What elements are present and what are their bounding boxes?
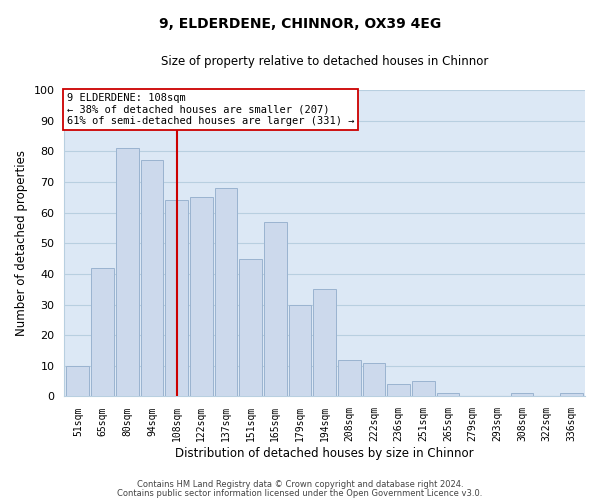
Bar [190,198,212,396]
Text: 9, ELDERDENE, CHINNOR, OX39 4EG: 9, ELDERDENE, CHINNOR, OX39 4EG [159,18,441,32]
Bar [388,384,410,396]
Bar [289,304,311,396]
Bar [313,289,336,397]
Text: Contains public sector information licensed under the Open Government Licence v3: Contains public sector information licen… [118,488,482,498]
Bar [264,222,287,396]
Text: Contains HM Land Registry data © Crown copyright and database right 2024.: Contains HM Land Registry data © Crown c… [137,480,463,489]
Bar [437,394,460,396]
Bar [116,148,139,396]
Bar [560,394,583,396]
Bar [140,160,163,396]
Bar [511,394,533,396]
Y-axis label: Number of detached properties: Number of detached properties [15,150,28,336]
Bar [165,200,188,396]
Text: 9 ELDERDENE: 108sqm
← 38% of detached houses are smaller (207)
61% of semi-detac: 9 ELDERDENE: 108sqm ← 38% of detached ho… [67,93,354,126]
Title: Size of property relative to detached houses in Chinnor: Size of property relative to detached ho… [161,55,488,68]
Bar [239,258,262,396]
Bar [215,188,237,396]
Bar [338,360,361,397]
Bar [412,381,435,396]
Bar [67,366,89,396]
X-axis label: Distribution of detached houses by size in Chinnor: Distribution of detached houses by size … [175,447,474,460]
Bar [91,268,114,396]
Bar [362,363,385,396]
